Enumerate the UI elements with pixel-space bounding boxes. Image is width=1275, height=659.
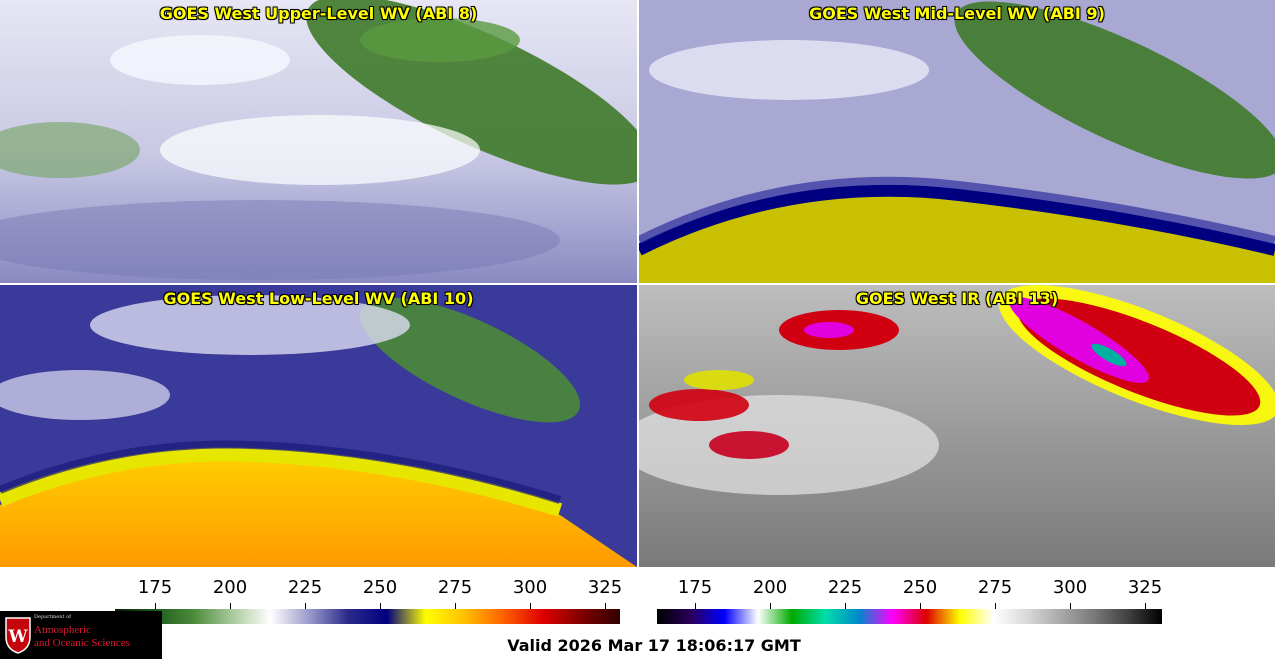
upper-level-wv-image <box>0 0 637 283</box>
colorbar-tick-label: 225 <box>287 577 323 598</box>
panel-title: GOES West Upper-Level WV (ABI 8) <box>159 4 478 23</box>
low-level-wv-image <box>0 285 637 567</box>
colorbar-tick-mark <box>455 603 456 609</box>
colorbar-tick-label: 250 <box>362 577 398 598</box>
colorbar-tick-label: 325 <box>587 577 623 598</box>
uw-crest-icon: W <box>5 617 31 654</box>
colorbar-tick-mark <box>380 603 381 609</box>
mid-level-wv-image <box>639 0 1275 283</box>
colorbar-tick-mark <box>530 603 531 609</box>
colorbar-tick-mark <box>770 603 771 609</box>
colorbar-tick-label: 175 <box>137 577 173 598</box>
panel-ir: GOES West IR (ABI 13) <box>639 285 1275 567</box>
logo-line-1: Atmospheric <box>34 624 91 636</box>
colorbar-tick-mark <box>1070 603 1071 609</box>
colorbar-tick-mark <box>995 603 996 609</box>
panel-low-level-wv: GOES West Low-Level WV (ABI 10) <box>0 285 637 567</box>
colorbar-tick-mark <box>920 603 921 609</box>
colorbar-tick-label: 325 <box>1127 577 1163 598</box>
colorbar-tick-mark <box>305 603 306 609</box>
panel-title: GOES West Mid-Level WV (ABI 9) <box>809 4 1105 23</box>
colorbar-tick-label: 300 <box>512 577 548 598</box>
colorbar-tick-label: 275 <box>977 577 1013 598</box>
panel-title: GOES West Low-Level WV (ABI 10) <box>163 289 474 308</box>
colorbar-tick-mark <box>695 603 696 609</box>
panel-title: GOES West IR (ABI 13) <box>855 289 1059 308</box>
colorbar-tick-mark <box>230 603 231 609</box>
colorbar-tick-label: 275 <box>437 577 473 598</box>
colorbar-tick-label: 225 <box>827 577 863 598</box>
colorbar-tick-label: 200 <box>212 577 248 598</box>
colorbar-tick-mark <box>845 603 846 609</box>
colorbar-tick-label: 175 <box>677 577 713 598</box>
colorbar-tick-label: 300 <box>1052 577 1088 598</box>
infrared-colorbar <box>657 609 1162 624</box>
colorbar-tick-label: 200 <box>752 577 788 598</box>
logo-department-label: Department of <box>34 614 71 620</box>
ir-image <box>639 285 1275 567</box>
valid-time: Valid 2026 Mar 17 18:06:17 GMT <box>507 636 801 655</box>
colorbar-tick-mark <box>1145 603 1146 609</box>
colorbar-tick-mark <box>155 603 156 609</box>
svg-text:W: W <box>7 627 28 647</box>
logo-line-2: and Oceanic Sciences <box>34 637 130 649</box>
panel-upper-level-wv: GOES West Upper-Level WV (ABI 8) <box>0 0 637 283</box>
aos-logo: W Department of Atmospheric and Oceanic … <box>0 611 162 659</box>
colorbar-tick-label: 250 <box>902 577 938 598</box>
colorbar-tick-mark <box>605 603 606 609</box>
panel-mid-level-wv: GOES West Mid-Level WV (ABI 9) <box>639 0 1275 283</box>
water-vapor-colorbar <box>115 609 620 624</box>
